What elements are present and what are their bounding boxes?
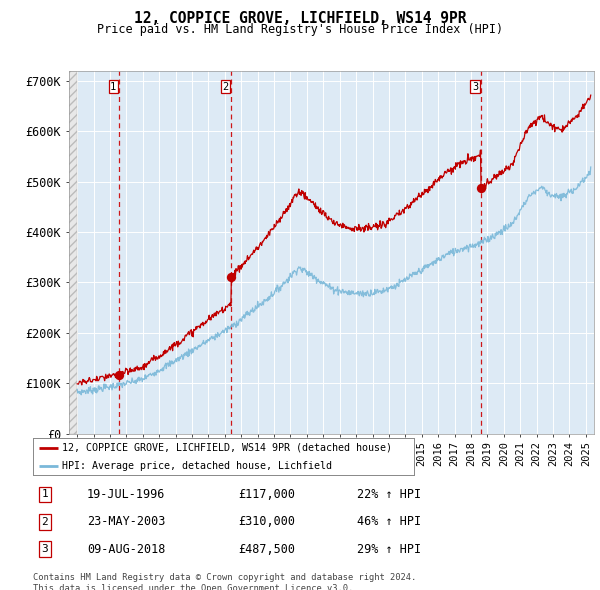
Text: 1: 1 (41, 489, 48, 499)
Text: 29% ↑ HPI: 29% ↑ HPI (357, 543, 421, 556)
Text: 46% ↑ HPI: 46% ↑ HPI (357, 515, 421, 528)
Text: 12, COPPICE GROVE, LICHFIELD, WS14 9PR: 12, COPPICE GROVE, LICHFIELD, WS14 9PR (134, 11, 466, 25)
Text: 09-AUG-2018: 09-AUG-2018 (87, 543, 166, 556)
Text: 19-JUL-1996: 19-JUL-1996 (87, 488, 166, 501)
Text: 1: 1 (110, 81, 116, 91)
Text: 3: 3 (41, 544, 48, 554)
Text: 2: 2 (41, 517, 48, 527)
Text: £310,000: £310,000 (238, 515, 295, 528)
Text: 23-MAY-2003: 23-MAY-2003 (87, 515, 166, 528)
Point (476, 183, 485, 193)
Text: 22% ↑ HPI: 22% ↑ HPI (357, 488, 421, 501)
Text: 3: 3 (472, 81, 478, 91)
Text: 2: 2 (223, 81, 229, 91)
Text: HPI: Average price, detached house, Lichfield: HPI: Average price, detached house, Lich… (62, 461, 332, 471)
Point (114, 370, 124, 379)
Text: £117,000: £117,000 (238, 488, 295, 501)
Bar (69, 71, 77, 434)
Point (226, 273, 236, 282)
Text: Contains HM Land Registry data © Crown copyright and database right 2024.
This d: Contains HM Land Registry data © Crown c… (33, 573, 416, 590)
Text: 12, COPPICE GROVE, LICHFIELD, WS14 9PR (detached house): 12, COPPICE GROVE, LICHFIELD, WS14 9PR (… (62, 442, 392, 453)
Text: £487,500: £487,500 (238, 543, 295, 556)
Text: Price paid vs. HM Land Registry's House Price Index (HPI): Price paid vs. HM Land Registry's House … (97, 23, 503, 36)
